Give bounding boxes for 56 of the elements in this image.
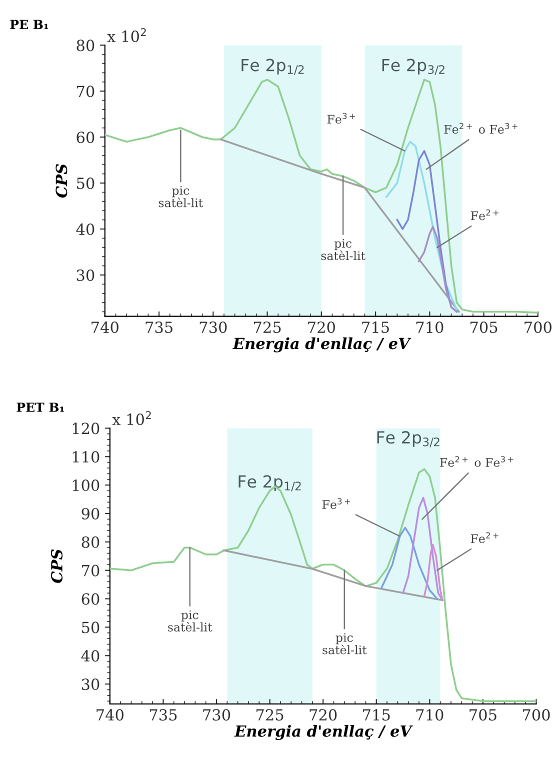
x-tick-label: 700 [524, 321, 552, 334]
x-tick-label: 740 [92, 321, 118, 334]
x-tick-label: 725 [254, 321, 281, 334]
band-label: Fe 2p$_{3/2}$ [382, 58, 444, 75]
chart-title: PE B₁ [10, 20, 48, 30]
y-axis-title: CPS [50, 549, 63, 583]
annotation: Fe$^{2+}$ o Fe$^{3+}$ [440, 456, 514, 467]
x-tick-label: 725 [256, 709, 284, 721]
annotation: Fe$^{2+}$ [470, 532, 498, 544]
x-tick-label: 730 [203, 709, 230, 721]
band-label: Fe 2p$_{3/2}$ [377, 431, 440, 448]
y-tick-label: 100 [72, 480, 100, 492]
y-tick-label: 50 [77, 178, 94, 190]
annotation: Fe$^{3+}$ [322, 498, 350, 510]
y-tick-label: 60 [76, 132, 94, 144]
text: x 10$^{2}$ [112, 411, 151, 426]
x-tick-label: 715 [362, 321, 389, 334]
y-tick-label: 80 [76, 40, 94, 52]
annotation: pic satèl-lit [321, 238, 366, 260]
x-tick-label: 720 [308, 321, 335, 334]
y-tick-label: 40 [81, 650, 100, 662]
y-tick-label: 80 [82, 536, 100, 548]
x-tick-label: 705 [470, 709, 496, 721]
annotation: Fe$^{3+}$ [327, 112, 355, 124]
x-axis-title: Energia d'enllaç / eV [234, 724, 413, 740]
y-tick-label: 120 [72, 422, 100, 434]
annotation: Fe$^{2+}$ [470, 209, 499, 220]
x-axis-title: Energia d'enllaç / eV [232, 337, 412, 352]
y-axis-title: CPS [56, 164, 68, 198]
y-tick-label: 110 [72, 451, 100, 463]
x-tick-label: 735 [150, 709, 177, 721]
text: x 10$^{2}$ [107, 28, 146, 42]
x-tick-label: 735 [146, 321, 172, 334]
band-label: Fe 2p$_{1/2}$ [242, 58, 304, 75]
y-tick-label: 70 [77, 86, 94, 98]
x-tick-label: 710 [416, 321, 444, 334]
y-tick-label: 30 [82, 678, 100, 690]
annotation: pic satèl-lit [322, 633, 367, 654]
y-tick-label: 70 [82, 564, 100, 576]
x-tick-label: 710 [416, 709, 444, 721]
x-tick-label: 740 [96, 709, 124, 721]
annotation: Fe$^{2+}$ o Fe$^{3+}$ [444, 122, 518, 134]
y-tick-label: 90 [82, 508, 100, 520]
chart-title: PET B₁ [16, 402, 64, 412]
y-tick-label: 40 [76, 224, 94, 236]
x-tick-label: 715 [363, 709, 390, 721]
annotation: pic satèl-lit [168, 610, 212, 632]
y-tick-label: 60 [82, 593, 100, 605]
x-tick-label: 705 [470, 321, 498, 334]
band-label: Fe 2p$_{1/2}$ [238, 475, 301, 492]
y-tick-label: 30 [76, 269, 94, 282]
x-tick-label: 730 [200, 321, 227, 334]
y-tick-label: 50 [82, 622, 100, 634]
annotation: pic satèl-lit [158, 186, 204, 208]
x-tick-label: 700 [522, 709, 550, 721]
x-tick-label: 720 [310, 709, 337, 721]
